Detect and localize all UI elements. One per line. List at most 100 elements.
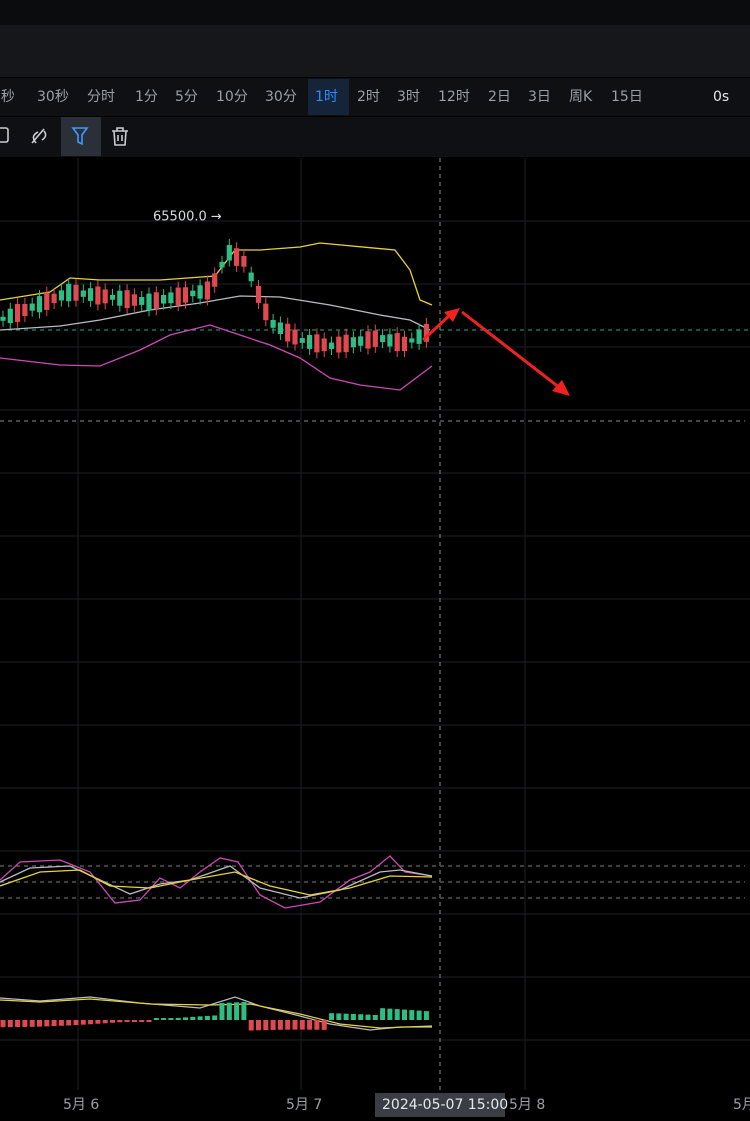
- interval[interactable]: 周K: [569, 89, 593, 105]
- macd-bar: [402, 1009, 407, 1020]
- macd-bar: [110, 1020, 115, 1023]
- macd-bar: [22, 1020, 28, 1027]
- candle: [95, 286, 101, 305]
- candle: [80, 290, 86, 297]
- candle: [29, 303, 35, 311]
- macd-bar: [409, 1010, 415, 1020]
- candle: [197, 285, 203, 299]
- macd-bar: [219, 1003, 225, 1020]
- macd-bar: [190, 1016, 196, 1020]
- macd-bar: [336, 1013, 342, 1020]
- macd-bar: [307, 1020, 313, 1030]
- interval[interactable]: 1秒: [0, 89, 15, 105]
- middle-band: [0, 295, 431, 331]
- candle: [212, 273, 218, 287]
- macd-bar: [175, 1017, 181, 1020]
- macd-bar: [256, 1020, 261, 1031]
- macd-bar: [321, 1020, 327, 1030]
- macd-bar: [37, 1020, 42, 1027]
- candle: [255, 285, 262, 303]
- interval[interactable]: 2时: [357, 89, 380, 105]
- candle: [336, 336, 342, 353]
- crosshair-time-bg: [375, 1093, 505, 1117]
- arrow-head: [444, 308, 460, 322]
- macd-bar: [358, 1014, 364, 1020]
- candle: [226, 245, 232, 261]
- candle: [117, 290, 123, 306]
- countdown: 0s: [713, 89, 729, 105]
- macd-bar: [226, 1002, 232, 1020]
- interval[interactable]: 3时: [397, 89, 420, 105]
- candle: [416, 329, 422, 344]
- candle: [36, 296, 43, 313]
- candle: [270, 319, 276, 328]
- candle: [277, 322, 283, 334]
- trash-icon[interactable]: [112, 127, 128, 146]
- interval[interactable]: 12时: [438, 89, 470, 105]
- macd: [0, 996, 433, 1031]
- macd-bar: [168, 1018, 174, 1020]
- candle: [168, 292, 174, 304]
- macd-bar: [263, 1020, 269, 1031]
- candle: [409, 338, 415, 343]
- macd-bar: [416, 1010, 422, 1020]
- macd-bar: [153, 1018, 159, 1020]
- macd-bar: [131, 1020, 137, 1022]
- x-label: 5月: [733, 1097, 750, 1113]
- candle: [88, 288, 94, 301]
- candle: [175, 287, 181, 306]
- filter-icon[interactable]: [71, 127, 89, 146]
- candle: [22, 303, 28, 317]
- candle: [299, 338, 305, 343]
- interval[interactable]: 30秒: [37, 89, 69, 105]
- macd-bar: [350, 1013, 356, 1020]
- tool-bar: [0, 117, 750, 157]
- interval[interactable]: 3日: [528, 89, 551, 105]
- macd-bar: [161, 1018, 167, 1020]
- candles: [0, 239, 429, 359]
- interval[interactable]: 30分: [265, 89, 297, 105]
- arrow-up: [421, 313, 452, 342]
- candle: [146, 293, 152, 311]
- candle: [219, 261, 225, 268]
- macd-bar: [29, 1020, 35, 1027]
- top-bar: [0, 0, 750, 25]
- interval[interactable]: 1时: [315, 89, 338, 105]
- candle: [285, 323, 291, 342]
- macd-bar: [66, 1020, 72, 1026]
- macd-bar: [44, 1020, 50, 1027]
- x-label: 5月 7: [286, 1097, 322, 1113]
- interval[interactable]: 2日: [488, 89, 511, 105]
- bands: [0, 242, 433, 391]
- macd-bar: [80, 1020, 86, 1025]
- macd-bar: [139, 1020, 145, 1022]
- candle: [307, 334, 313, 349]
- macd-bar: [372, 1014, 378, 1020]
- x-label: 5月 8: [509, 1097, 545, 1113]
- macd-bar: [0, 1020, 6, 1028]
- interval[interactable]: 分时: [87, 89, 115, 105]
- candle: [350, 337, 356, 348]
- tool-icon[interactable]: [0, 127, 9, 143]
- macd-bar: [58, 1020, 64, 1026]
- candle: [124, 290, 130, 309]
- interval[interactable]: 5分: [175, 89, 198, 105]
- candle: [131, 294, 137, 306]
- interval[interactable]: 1分: [135, 89, 158, 105]
- macd-bar: [241, 1001, 247, 1020]
- macd-bar: [15, 1020, 21, 1028]
- candle: [372, 330, 378, 347]
- candle: [234, 248, 240, 266]
- macd-bar: [73, 1020, 79, 1026]
- kdj-k: [0, 865, 433, 899]
- kdj-j: [0, 855, 433, 909]
- tool-icon[interactable]: [31, 128, 47, 144]
- interval[interactable]: 10分: [216, 89, 248, 105]
- interval[interactable]: 15日: [611, 89, 643, 105]
- candle: [380, 335, 386, 343]
- macd-bar: [277, 1020, 283, 1030]
- candle: [394, 333, 400, 352]
- macd-bar: [234, 1002, 240, 1020]
- kdj: [0, 855, 745, 909]
- macd-bar: [183, 1017, 188, 1020]
